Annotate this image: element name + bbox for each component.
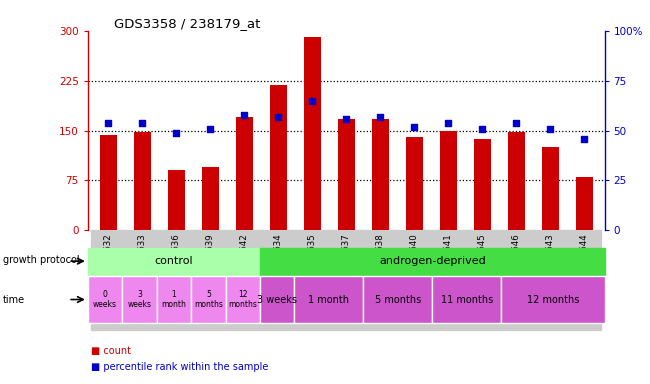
Bar <box>227 230 261 330</box>
Bar <box>122 276 157 323</box>
Bar <box>372 119 389 230</box>
Bar <box>541 147 558 230</box>
Text: 3 weeks: 3 weeks <box>257 295 297 305</box>
Bar <box>168 170 185 230</box>
Bar <box>363 276 432 323</box>
Bar <box>157 276 191 323</box>
Text: control: control <box>155 256 193 266</box>
Bar <box>501 276 604 323</box>
Bar <box>202 167 218 230</box>
Bar <box>261 230 295 330</box>
Point <box>137 119 148 126</box>
Bar <box>397 230 431 330</box>
Bar <box>406 137 423 230</box>
Bar <box>91 230 125 330</box>
Text: 12
months: 12 months <box>228 290 257 309</box>
Point <box>103 119 113 126</box>
Bar <box>304 37 320 230</box>
Bar <box>432 276 501 323</box>
Point <box>341 116 351 122</box>
Bar <box>465 230 499 330</box>
Point <box>409 124 419 130</box>
Bar <box>294 276 363 323</box>
Bar <box>576 177 593 230</box>
Point <box>511 119 521 126</box>
Bar <box>134 132 151 230</box>
Point <box>273 114 283 120</box>
Text: 5
months: 5 months <box>194 290 223 309</box>
Bar <box>88 276 122 323</box>
Text: 0
weeks: 0 weeks <box>93 290 117 309</box>
Bar <box>88 248 260 275</box>
Bar <box>439 131 456 230</box>
Text: time: time <box>3 295 25 305</box>
Text: 3
weeks: 3 weeks <box>127 290 151 309</box>
Text: 12 months: 12 months <box>526 295 579 305</box>
Bar <box>159 230 193 330</box>
Bar <box>567 230 601 330</box>
Bar <box>508 132 525 230</box>
Point <box>375 114 385 120</box>
Bar <box>226 276 260 323</box>
Bar <box>431 230 465 330</box>
Text: GDS3358 / 238179_at: GDS3358 / 238179_at <box>114 17 260 30</box>
Bar <box>270 85 287 230</box>
Text: 1 month: 1 month <box>308 295 350 305</box>
Text: 5 months: 5 months <box>374 295 421 305</box>
Bar <box>329 230 363 330</box>
Text: 1
month: 1 month <box>161 290 187 309</box>
Bar <box>125 230 159 330</box>
Bar <box>499 230 533 330</box>
Point <box>443 119 453 126</box>
Text: 11 months: 11 months <box>441 295 493 305</box>
Bar <box>99 135 116 230</box>
Point <box>307 98 317 104</box>
Bar <box>474 139 491 230</box>
Text: growth protocol: growth protocol <box>3 255 80 265</box>
Text: androgen-deprived: androgen-deprived <box>379 256 486 266</box>
Bar <box>260 248 604 275</box>
Point <box>205 126 215 132</box>
Bar <box>533 230 567 330</box>
Point <box>477 126 488 132</box>
Bar <box>363 230 397 330</box>
Point <box>579 136 590 142</box>
Point <box>171 129 181 136</box>
Text: ■ count: ■ count <box>91 346 131 356</box>
Bar <box>295 230 329 330</box>
Bar <box>191 276 226 323</box>
Bar <box>260 276 294 323</box>
Bar <box>236 117 253 230</box>
Point <box>545 126 555 132</box>
Text: ■ percentile rank within the sample: ■ percentile rank within the sample <box>91 362 268 372</box>
Point <box>239 111 250 118</box>
Bar <box>193 230 227 330</box>
Bar <box>337 119 355 230</box>
